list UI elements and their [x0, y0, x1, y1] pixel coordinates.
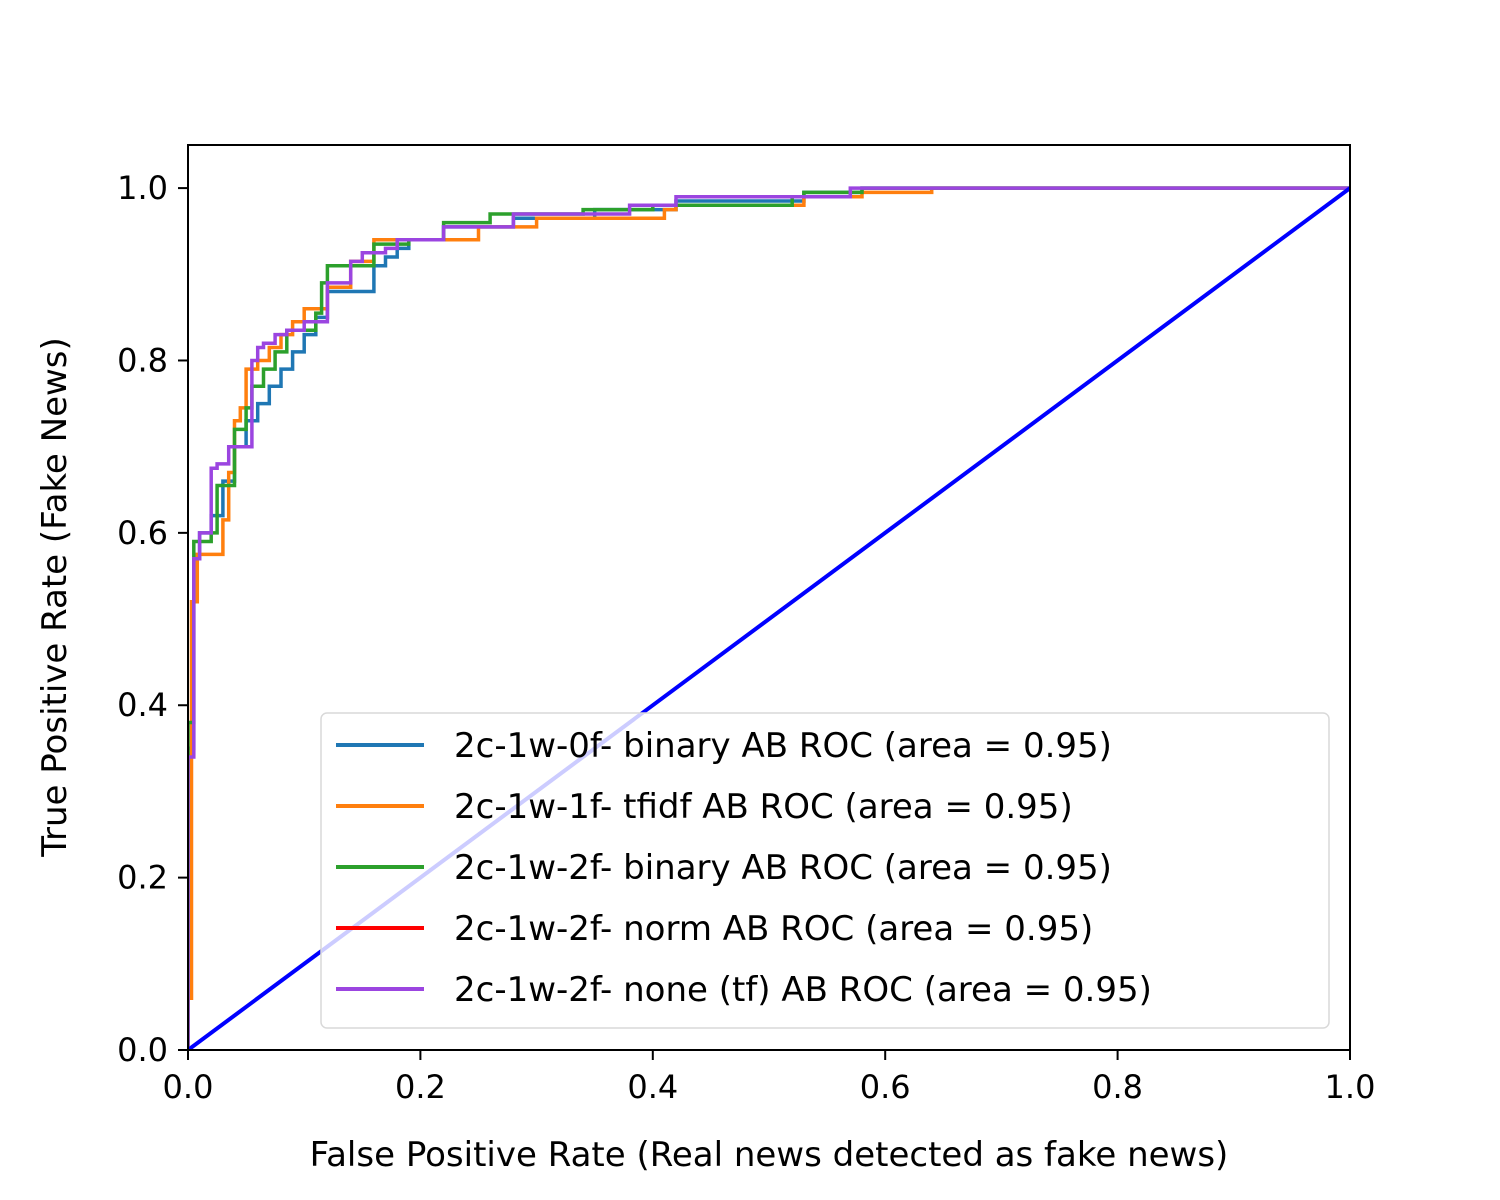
roc-curve-1 — [188, 186, 1350, 1050]
x-tick-label: 0.0 — [163, 1068, 214, 1106]
plot-area — [187, 144, 1351, 1051]
roc-curve-4 — [188, 186, 1350, 1050]
legend-entry-label: 2c-1w-2f- binary AB ROC (area = 0.95) — [454, 848, 1112, 888]
series-lines — [188, 186, 1350, 1050]
y-tick-label: 0.6 — [117, 514, 168, 552]
y-tick-label: 0.2 — [117, 859, 168, 897]
roc-curve-2 — [188, 186, 1350, 1050]
x-tick-label: 1.0 — [1325, 1068, 1376, 1106]
legend-entry-label: 2c-1w-2f- norm AB ROC (area = 0.95) — [454, 909, 1093, 949]
x-axis-ticks: 0.0 0.2 0.4 0.6 0.8 1.0 — [163, 1050, 1376, 1106]
x-axis-label: False Positive Rate (Real news detected … — [310, 1135, 1229, 1175]
x-tick-label: 0.4 — [627, 1068, 678, 1106]
legend: 2c-1w-0f- binary AB ROC (area = 0.95) 2c-… — [320, 712, 1330, 1029]
y-tick-label: 0.0 — [117, 1031, 168, 1069]
legend-entry-label: 2c-1w-2f- none (tf) AB ROC (area = 0.95) — [454, 970, 1152, 1010]
y-tick-label: 0.8 — [117, 341, 168, 379]
y-axis-label: True Positive Rate (Fake News) — [35, 337, 75, 858]
y-tick-label: 0.4 — [117, 686, 168, 724]
legend-entry-label: 2c-1w-1f- tfidf AB ROC (area = 0.95) — [454, 787, 1073, 827]
x-tick-label: 0.8 — [1092, 1068, 1143, 1106]
y-axis-ticks: 0.0 0.2 0.4 0.6 0.8 1.0 — [117, 169, 188, 1069]
plot-frame — [187, 144, 1351, 1051]
legend-entry-label: 2c-1w-0f- binary AB ROC (area = 0.95) — [454, 726, 1112, 766]
x-tick-label: 0.6 — [860, 1068, 911, 1106]
y-tick-label: 1.0 — [117, 169, 168, 207]
x-tick-label: 0.2 — [395, 1068, 446, 1106]
legend-box — [320, 712, 1330, 1029]
